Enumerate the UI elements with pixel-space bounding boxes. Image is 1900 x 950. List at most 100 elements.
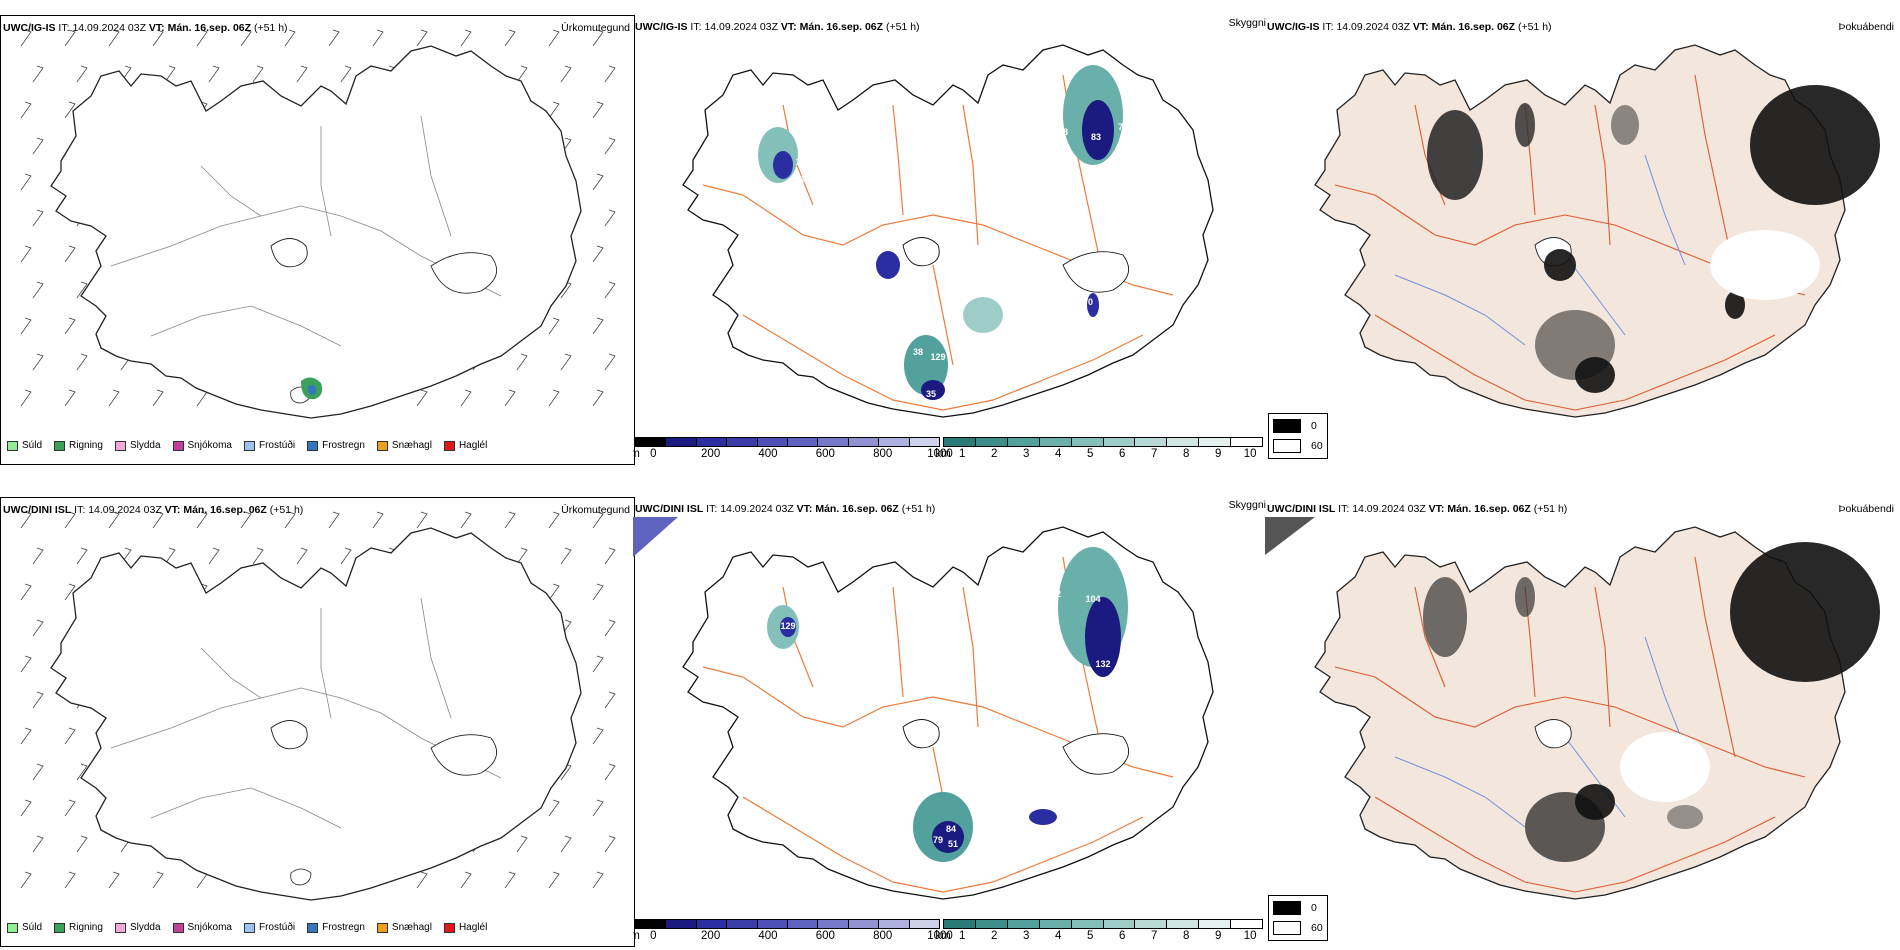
legend-label: Rigning xyxy=(69,440,103,451)
wind-barb xyxy=(108,389,120,407)
precip-value: 104 xyxy=(1085,594,1100,604)
colorbar-cell xyxy=(1167,438,1200,446)
cloud-base-colorbar: m 0 200 400 600 800 1000 xyxy=(633,437,953,461)
wind-barb xyxy=(604,137,616,155)
wind-barb xyxy=(76,835,88,853)
legend-label: Slydda xyxy=(129,922,161,933)
colorbar-tick: 1 xyxy=(958,930,966,942)
fog-legend-row: 60 xyxy=(1273,436,1323,456)
legend-item: Slydda xyxy=(114,922,161,933)
wind-barb xyxy=(32,835,44,853)
panel-type-label: Þokuábendi xyxy=(1838,503,1894,515)
colorbar-tick: 9 xyxy=(1214,448,1222,460)
wind-barb xyxy=(64,799,76,817)
colorbar-cell xyxy=(696,920,728,928)
wind-barb xyxy=(64,871,76,889)
wind-barb xyxy=(592,317,604,335)
colorbar-tick: 600 xyxy=(815,930,835,942)
wind-barb xyxy=(604,763,616,781)
colorbar-tick: 3 xyxy=(1022,448,1030,460)
colorbar-cell xyxy=(1231,920,1263,928)
precip-value: 18 xyxy=(1058,127,1068,137)
colorbar-tick: 400 xyxy=(758,448,778,460)
visibility-cells-bottom xyxy=(767,547,1128,862)
wind-barb xyxy=(516,353,528,371)
legend-item: Frostúði xyxy=(243,440,296,451)
wind-barb xyxy=(64,583,76,601)
corner-artifact xyxy=(1265,517,1315,555)
precip-value: 51 xyxy=(948,839,958,849)
legend-swatch xyxy=(54,922,66,933)
precip-value: 70 xyxy=(1083,297,1093,307)
fog-legend-value: 60 xyxy=(1311,440,1323,452)
fog-legend-row: 60 xyxy=(1273,918,1323,938)
colorbar-cells xyxy=(635,919,940,929)
legend-item: Frostregn xyxy=(307,440,365,451)
panel-title: UWC/DINI ISL IT: 14.09.2024 03Z VT: Mán.… xyxy=(1267,503,1568,515)
panel-title: UWC/IG-IS IT: 14.09.2024 03Z VT: Mán. 16… xyxy=(635,21,920,33)
colorbar-unit: km xyxy=(935,930,951,942)
legend-label: Súld xyxy=(22,440,43,451)
wind-barb xyxy=(516,65,528,83)
legend-item: Frostúði xyxy=(243,922,295,933)
wind-barb xyxy=(560,547,572,565)
wind-barb xyxy=(604,281,616,299)
colorbar-cell xyxy=(1199,438,1232,446)
wind-barb xyxy=(592,389,604,407)
wind-barb xyxy=(284,511,296,529)
legend-swatch xyxy=(114,922,126,933)
precip-type-legend: Súld Rigning Slydda Snjókoma Frostúði Frostre… xyxy=(7,922,499,933)
wind-barb xyxy=(548,511,560,529)
colorbar-tick: 8 xyxy=(1182,930,1190,942)
colorbar-tick: 800 xyxy=(873,930,893,942)
wind-barb xyxy=(328,29,340,47)
colorbar-cell xyxy=(1135,438,1168,446)
colorbar-tick: 1000 xyxy=(927,930,953,942)
wind-barb xyxy=(64,389,76,407)
wind-barb xyxy=(32,137,44,155)
panel-title: UWC/IG-IS IT: 14.09.2024 03Z VT: Mán. 16… xyxy=(1267,21,1552,33)
wind-barb xyxy=(604,353,616,371)
cloud-visibility-panel-bottom: 104 130 132 151 33 62 129 84 79 51 16 UWC/DINI ISL… xyxy=(633,497,1268,947)
panel-type-label: Úrkomutegund xyxy=(561,504,630,516)
cloud-visibility-panel-top: 83 76 129 258 141 270 109 46 38 129 35 70 18 13 UWC/I… xyxy=(633,15,1268,465)
wind-barb xyxy=(20,173,32,191)
wind-barb xyxy=(240,511,252,529)
fog-legend-value: 60 xyxy=(1311,922,1323,934)
wind-barb xyxy=(64,29,76,47)
colorbar-tick: 6 xyxy=(1118,930,1126,942)
legend-swatch xyxy=(243,440,255,451)
fog-legend-swatch xyxy=(1273,419,1301,433)
colorbar-tick: 1 xyxy=(958,448,966,460)
colorbar-tick: 10 xyxy=(1243,448,1257,460)
legend-swatch xyxy=(172,440,184,451)
panel-type-label: Skyggni xyxy=(1228,499,1266,511)
fog-legend-value: 0 xyxy=(1311,420,1317,432)
legend-label: Frostúði xyxy=(258,440,296,451)
wind-barb xyxy=(108,29,120,47)
wind-barb xyxy=(416,871,428,889)
wind-barb xyxy=(372,29,384,47)
colorbar-cell xyxy=(1071,920,1104,928)
legend-swatch xyxy=(307,922,319,933)
precip-value: 129 xyxy=(1095,167,1110,177)
legend-item: Súld xyxy=(7,440,42,451)
fog-legend-swatch xyxy=(1273,901,1301,915)
precip-value: 79 xyxy=(933,835,943,845)
legend-label: Haglél xyxy=(458,440,488,451)
colorbar-cell xyxy=(666,438,697,446)
panel-title: UWC/DINI ISL IT: 14.09.2024 03Z VT: Mán.… xyxy=(635,503,936,515)
wind-barb xyxy=(32,691,44,709)
colorbar-tick: 400 xyxy=(758,930,778,942)
wind-barb xyxy=(604,65,616,83)
precip-value: 46 xyxy=(794,175,804,185)
legend-item: Frostregn xyxy=(307,922,365,933)
colorbar-tick: 3 xyxy=(1022,930,1030,942)
fog-legend-swatch xyxy=(1273,921,1301,935)
cloud-base-colorbar: m 0 200 400 600 800 1000 xyxy=(633,919,953,943)
precip-value: 132 xyxy=(1095,659,1110,669)
colorbar-tick: 1000 xyxy=(927,448,953,460)
legend-swatch xyxy=(376,922,388,933)
